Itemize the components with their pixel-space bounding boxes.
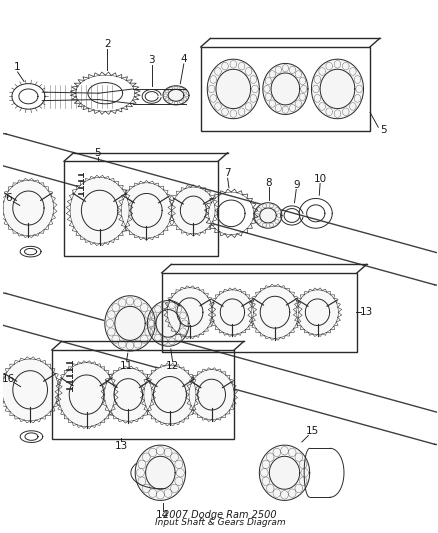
Text: 13: 13 [115,441,128,451]
Polygon shape [259,445,310,500]
Polygon shape [167,288,212,337]
Text: 3: 3 [148,55,155,65]
Text: 15: 15 [306,426,319,437]
Text: 1: 1 [14,62,21,72]
Text: 14: 14 [156,510,169,520]
Polygon shape [104,368,152,421]
Text: 8: 8 [265,177,272,188]
Polygon shape [189,369,234,419]
Polygon shape [297,290,338,335]
Text: 2007 Dodge Ram 2500: 2007 Dodge Ram 2500 [163,510,277,520]
Polygon shape [2,359,58,421]
Text: 12: 12 [166,361,179,371]
Polygon shape [254,203,282,228]
Polygon shape [121,183,172,238]
Polygon shape [212,290,253,335]
Text: 10: 10 [314,174,327,184]
Polygon shape [70,177,129,244]
Polygon shape [163,86,189,105]
Text: 16: 16 [2,374,15,384]
Text: 6: 6 [6,193,12,204]
Text: Input Shaft & Gears Diagram: Input Shaft & Gears Diagram [155,518,286,527]
Polygon shape [263,63,308,115]
Text: 5: 5 [380,125,386,135]
Text: 5: 5 [95,148,101,158]
Polygon shape [147,301,189,346]
Text: 7: 7 [224,168,231,179]
Polygon shape [311,59,364,119]
Polygon shape [172,187,215,234]
Polygon shape [58,363,115,426]
Polygon shape [207,59,259,119]
Text: 11: 11 [120,361,133,371]
Polygon shape [144,366,196,424]
Text: 2: 2 [104,39,111,49]
Text: 4: 4 [180,54,187,64]
Polygon shape [135,445,186,500]
Text: 13: 13 [360,306,373,317]
Polygon shape [251,286,299,338]
Polygon shape [3,180,53,236]
Polygon shape [105,296,155,351]
Text: 9: 9 [293,180,300,190]
